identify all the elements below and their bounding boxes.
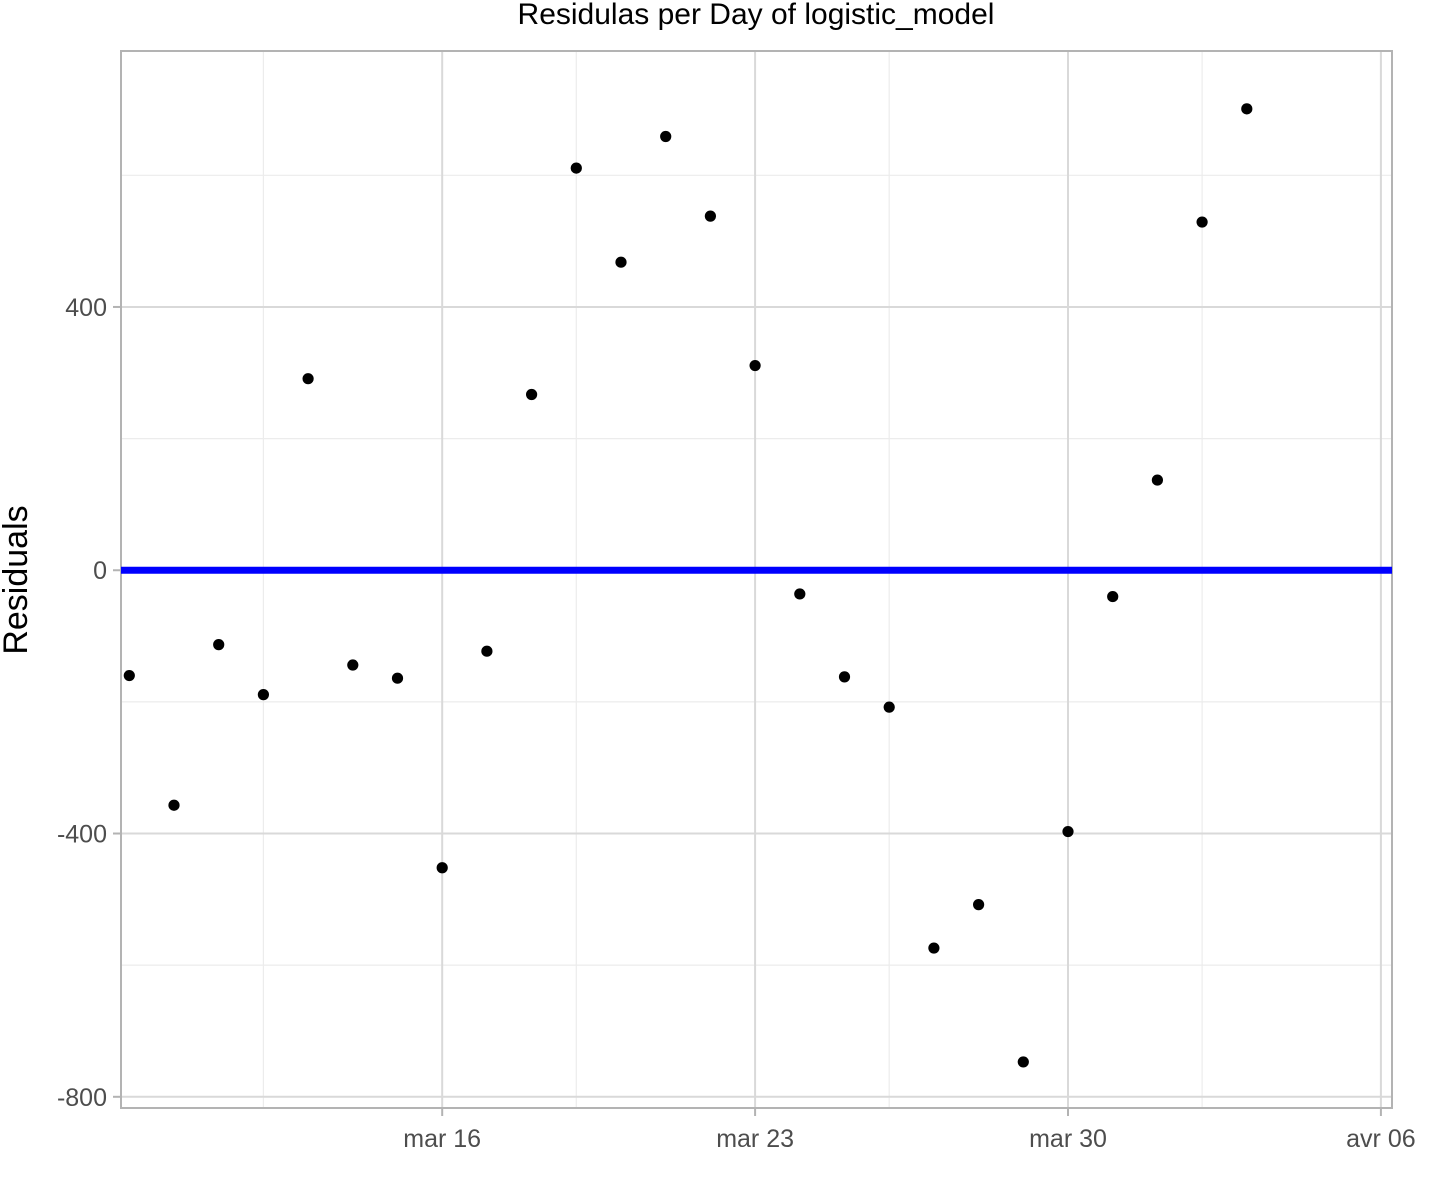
data-point [257, 689, 269, 701]
data-point [1151, 474, 1163, 486]
data-point [794, 588, 806, 600]
data-point [436, 862, 448, 874]
data-point [928, 942, 940, 954]
chart-title: Residulas per Day of logistic_model [518, 0, 995, 31]
data-point [1062, 825, 1074, 838]
data-point [1017, 1056, 1029, 1068]
x-tick-label: avr 06 [1346, 1125, 1415, 1153]
data-point [704, 210, 717, 222]
data-point [615, 256, 627, 268]
x-tick-label: mar 23 [716, 1125, 794, 1153]
y-tick-label: -400 [57, 821, 107, 849]
data-point [570, 162, 582, 174]
data-point [213, 639, 225, 651]
data-point [973, 899, 985, 911]
y-axis-label: Residuals [0, 505, 35, 654]
data-point [123, 669, 135, 682]
x-tick-label: mar 30 [1029, 1125, 1107, 1153]
y-tick-label: 0 [93, 557, 107, 585]
data-point [168, 799, 180, 811]
plot-area: -800 -400 0 400 mar 16 mar 23 mar 30 avr 06 [57, 50, 1416, 1153]
data-point [838, 671, 851, 683]
data-point [391, 672, 404, 684]
y-tick-label: -800 [57, 1084, 107, 1112]
data-point [526, 388, 538, 401]
data-point [1196, 216, 1208, 228]
x-tick-label: mar 16 [403, 1125, 481, 1153]
data-point [749, 359, 761, 372]
plot-panel-border [120, 50, 1393, 1109]
data-point [481, 645, 493, 657]
y-tick-label: 400 [65, 294, 107, 322]
data-point [660, 130, 672, 143]
data-point [302, 373, 314, 385]
data-point [1241, 103, 1253, 115]
data-point [1107, 590, 1119, 603]
data-point [883, 701, 895, 713]
data-point [347, 659, 359, 671]
